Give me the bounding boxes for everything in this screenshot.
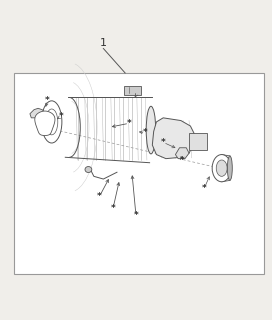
Polygon shape: [35, 111, 55, 135]
Ellipse shape: [216, 160, 227, 176]
Text: *: *: [45, 96, 50, 105]
FancyBboxPatch shape: [124, 86, 141, 95]
Polygon shape: [30, 108, 45, 118]
Text: *: *: [110, 204, 115, 213]
Text: *: *: [143, 128, 148, 137]
Text: *: *: [97, 192, 102, 201]
Ellipse shape: [42, 101, 62, 143]
Ellipse shape: [227, 156, 232, 180]
Ellipse shape: [46, 109, 58, 135]
FancyBboxPatch shape: [14, 73, 264, 274]
Ellipse shape: [212, 155, 231, 182]
Text: *: *: [202, 184, 206, 193]
Ellipse shape: [39, 125, 45, 132]
Polygon shape: [175, 148, 189, 159]
Text: *: *: [161, 138, 166, 147]
FancyBboxPatch shape: [189, 133, 207, 150]
Text: *: *: [180, 156, 185, 164]
Polygon shape: [152, 118, 194, 159]
Text: *: *: [59, 112, 64, 121]
Text: *: *: [134, 211, 138, 220]
Ellipse shape: [85, 166, 92, 172]
Text: *: *: [127, 119, 132, 128]
Ellipse shape: [146, 106, 156, 154]
Text: 1: 1: [100, 38, 107, 48]
